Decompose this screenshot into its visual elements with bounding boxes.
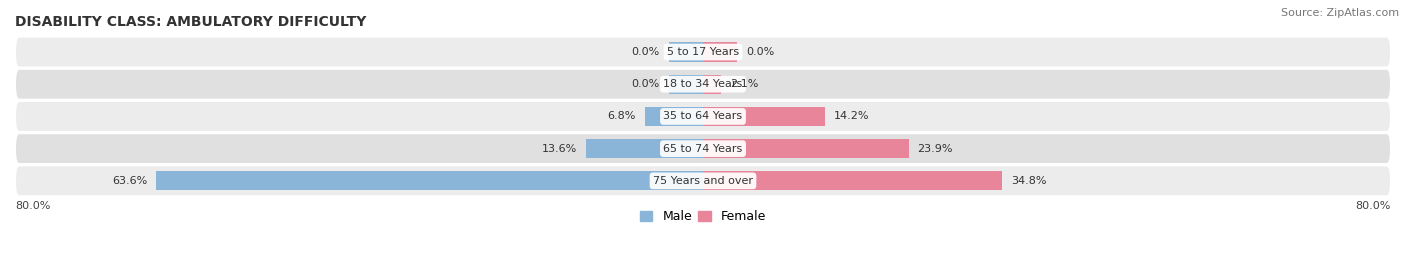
Text: 14.2%: 14.2% [834, 111, 869, 121]
Bar [703, 43, 737, 62]
Text: 2.1%: 2.1% [730, 79, 758, 89]
FancyBboxPatch shape [15, 101, 1391, 132]
Text: 18 to 34 Years: 18 to 34 Years [664, 79, 742, 89]
Text: 0.0%: 0.0% [747, 47, 775, 57]
FancyBboxPatch shape [15, 133, 1391, 164]
Bar [703, 139, 908, 158]
Bar [703, 171, 1002, 190]
Text: 6.8%: 6.8% [607, 111, 636, 121]
Text: 5 to 17 Years: 5 to 17 Years [666, 47, 740, 57]
Text: 35 to 64 Years: 35 to 64 Years [664, 111, 742, 121]
FancyBboxPatch shape [15, 37, 1391, 68]
FancyBboxPatch shape [15, 165, 1391, 196]
Bar [669, 75, 703, 94]
Text: 63.6%: 63.6% [112, 176, 148, 186]
Bar [586, 139, 703, 158]
Text: Source: ZipAtlas.com: Source: ZipAtlas.com [1281, 8, 1399, 18]
Text: 13.6%: 13.6% [543, 144, 578, 154]
Text: 34.8%: 34.8% [1011, 176, 1046, 186]
FancyBboxPatch shape [15, 69, 1391, 100]
Text: 65 to 74 Years: 65 to 74 Years [664, 144, 742, 154]
Text: 80.0%: 80.0% [1355, 201, 1391, 211]
Text: 75 Years and over: 75 Years and over [652, 176, 754, 186]
Text: 23.9%: 23.9% [917, 144, 953, 154]
Bar [669, 43, 703, 62]
Bar [644, 107, 703, 126]
Text: 80.0%: 80.0% [15, 201, 51, 211]
Text: 0.0%: 0.0% [631, 47, 659, 57]
Bar [703, 75, 721, 94]
Legend: Male, Female: Male, Female [636, 206, 770, 228]
Text: DISABILITY CLASS: AMBULATORY DIFFICULTY: DISABILITY CLASS: AMBULATORY DIFFICULTY [15, 15, 367, 29]
Text: 0.0%: 0.0% [631, 79, 659, 89]
Bar [156, 171, 703, 190]
Bar [703, 107, 825, 126]
